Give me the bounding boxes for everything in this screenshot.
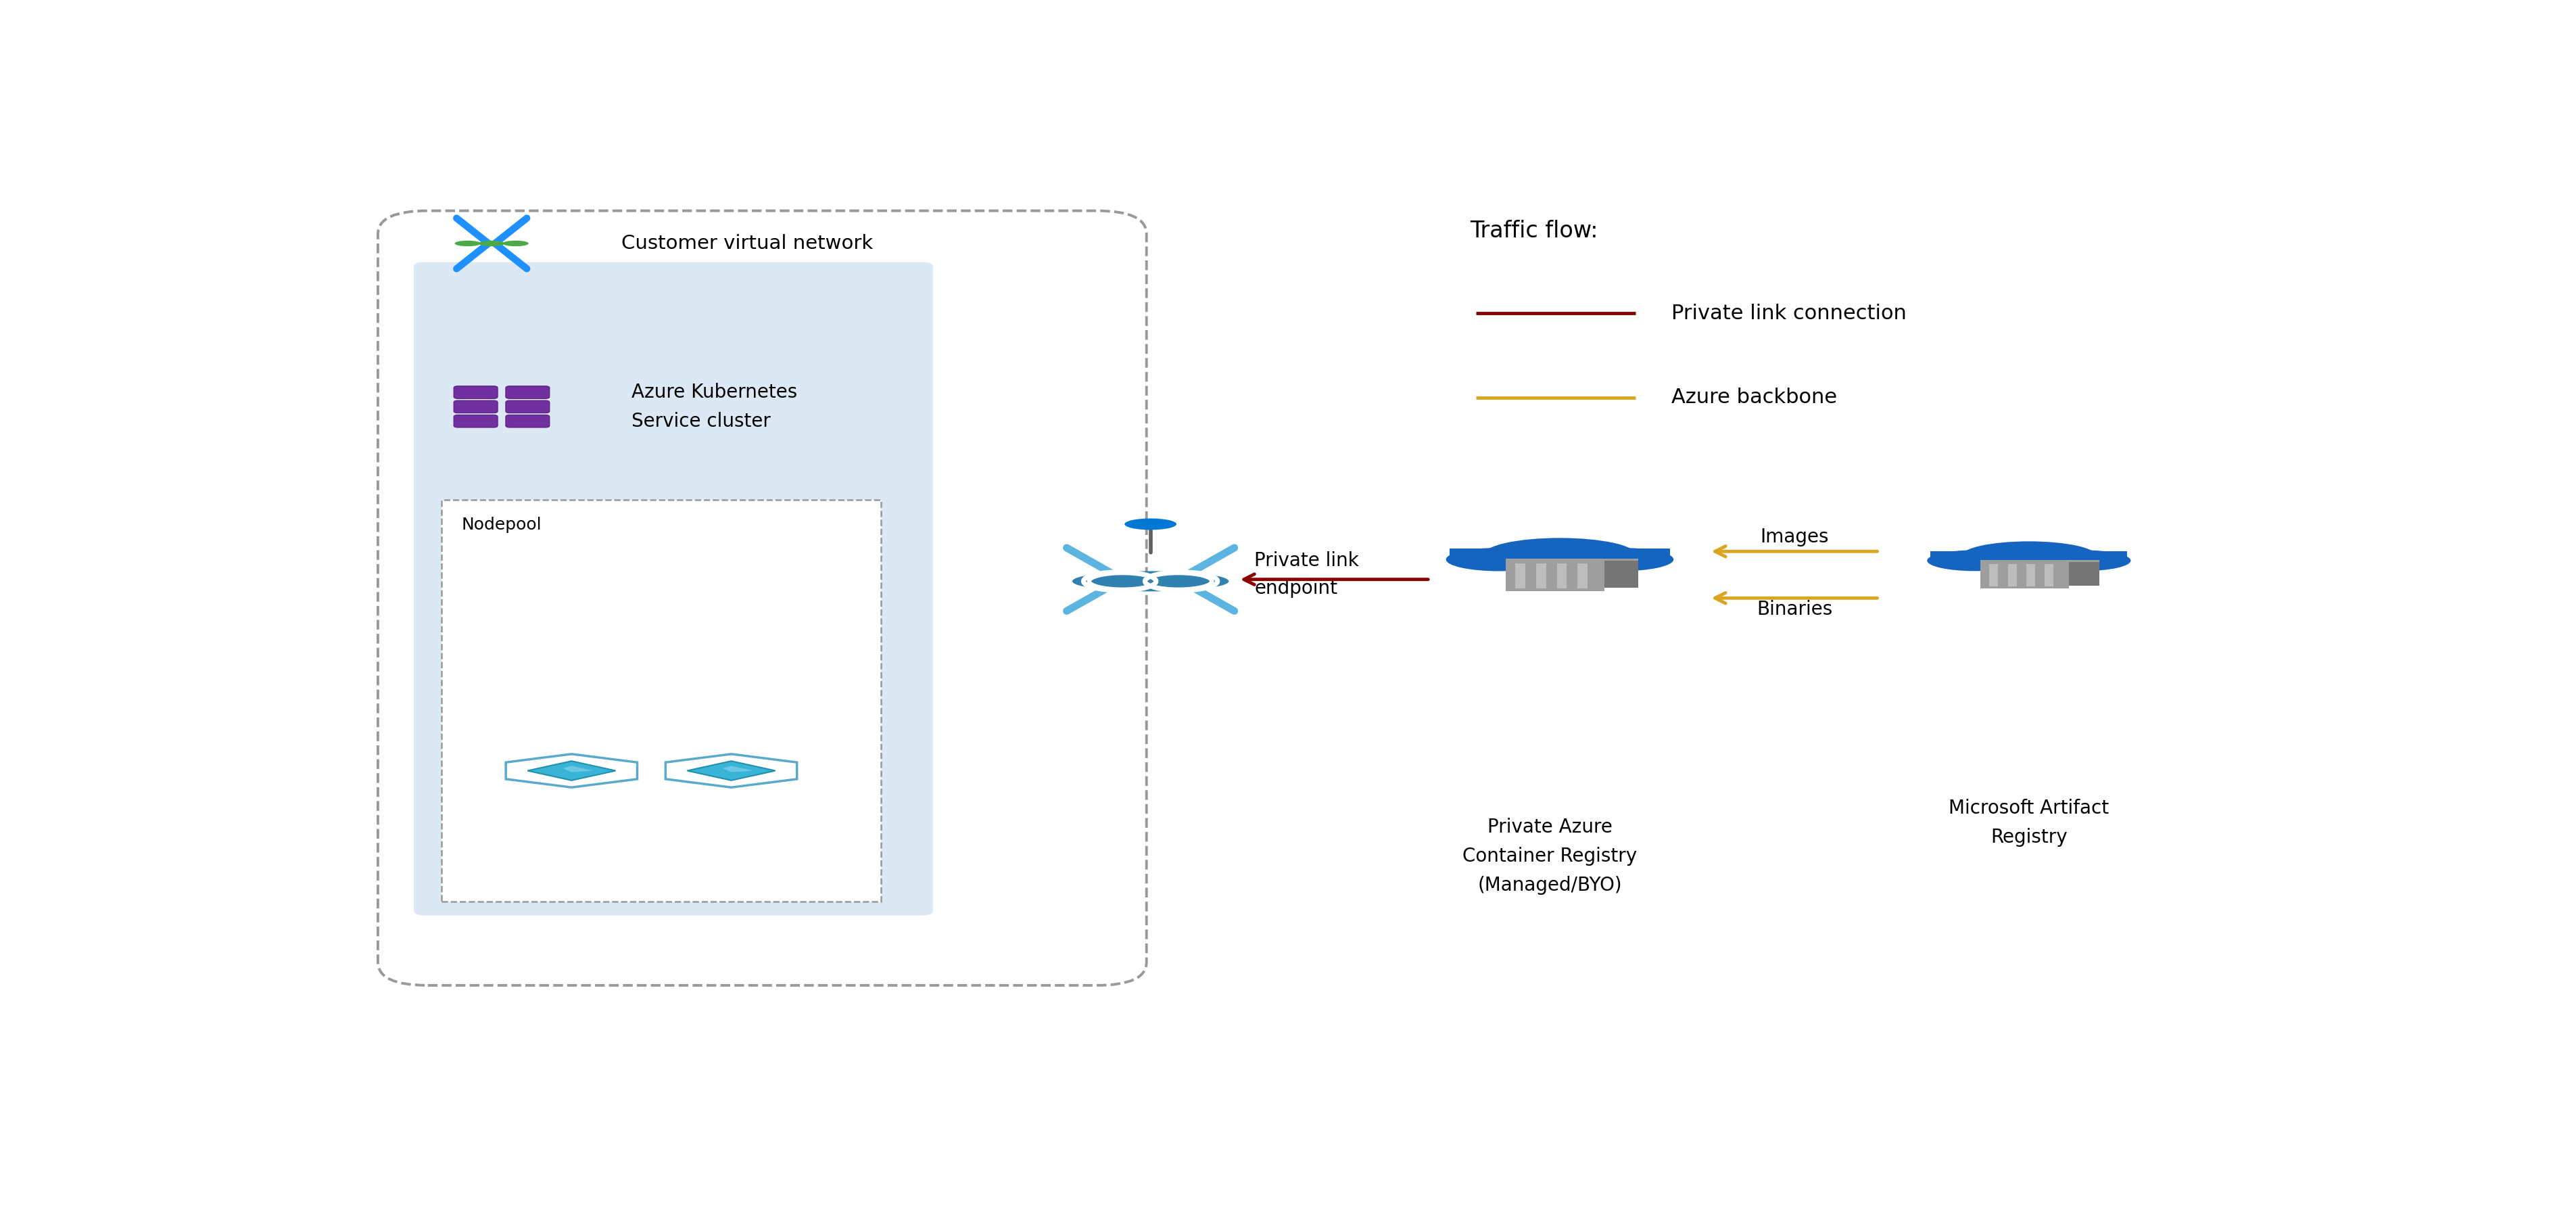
Bar (1504, 561, 1605, 591)
Text: Private link
endpoint: Private link endpoint (1255, 551, 1360, 598)
Bar (1981, 562, 2069, 589)
FancyBboxPatch shape (1981, 560, 2099, 562)
Ellipse shape (502, 240, 528, 246)
Text: Azure backbone: Azure backbone (1672, 388, 1837, 407)
Bar (443, 501, 881, 902)
FancyBboxPatch shape (505, 415, 549, 428)
FancyBboxPatch shape (453, 387, 497, 399)
Polygon shape (721, 766, 752, 772)
Bar (1450, 549, 1669, 562)
Bar (1556, 564, 1566, 589)
Bar (2007, 564, 2017, 587)
Ellipse shape (479, 240, 505, 246)
Ellipse shape (1072, 571, 1229, 591)
FancyBboxPatch shape (453, 415, 497, 428)
Polygon shape (528, 761, 616, 781)
Ellipse shape (2035, 550, 2130, 571)
FancyBboxPatch shape (505, 400, 549, 413)
Ellipse shape (456, 240, 482, 246)
FancyBboxPatch shape (1504, 559, 1638, 561)
Text: Private Azure
Container Registry
(Managed/BYO): Private Azure Container Registry (Manage… (1463, 817, 1636, 894)
FancyBboxPatch shape (505, 387, 549, 399)
Ellipse shape (1445, 548, 1553, 571)
Ellipse shape (1566, 548, 1674, 571)
Ellipse shape (1126, 519, 1177, 530)
Ellipse shape (1484, 538, 1636, 571)
Text: Microsoft Artifact
Registry: Microsoft Artifact Registry (1950, 799, 2110, 847)
Bar (2027, 564, 2035, 587)
Text: Images: Images (1759, 527, 1829, 547)
Bar (1577, 564, 1587, 589)
Bar (1535, 564, 1546, 589)
Polygon shape (688, 761, 775, 781)
Ellipse shape (1960, 542, 2097, 571)
Text: Private link connection: Private link connection (1672, 304, 1906, 324)
Bar (1605, 561, 1638, 588)
Text: Nodepool: Nodepool (461, 516, 541, 533)
Bar (1515, 564, 1525, 589)
Text: Azure Kubernetes
Service cluster: Azure Kubernetes Service cluster (631, 383, 796, 431)
Bar (2045, 564, 2053, 587)
Bar (1929, 551, 2128, 564)
FancyBboxPatch shape (415, 262, 933, 915)
Text: Traffic flow:: Traffic flow: (1471, 221, 1597, 242)
Bar (2069, 562, 2099, 587)
Ellipse shape (1927, 550, 2022, 571)
Text: Customer virtual network: Customer virtual network (621, 234, 873, 253)
FancyBboxPatch shape (453, 400, 497, 413)
Text: Binaries: Binaries (1757, 600, 1832, 619)
Polygon shape (562, 766, 592, 772)
Bar (1989, 564, 1999, 587)
